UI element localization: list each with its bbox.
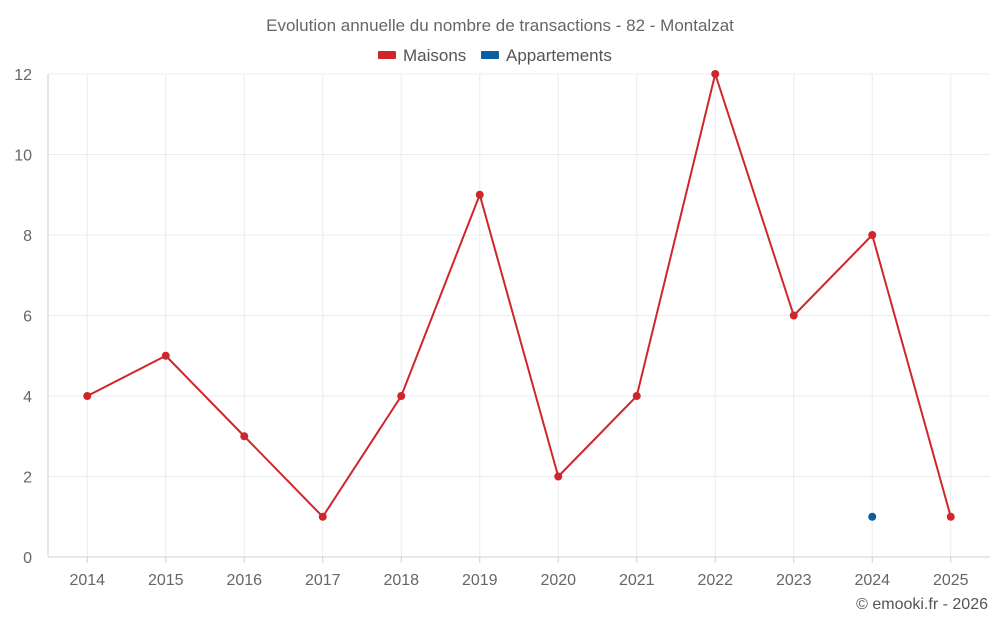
x-tick-label: 2023 (776, 572, 812, 589)
data-point-maisons-2020[interactable] (554, 472, 563, 481)
legend: Maisons Appartements (378, 46, 612, 65)
x-tick-label: 2021 (619, 572, 655, 589)
series (83, 70, 955, 521)
legend-item-maisons[interactable]: Maisons (378, 46, 466, 65)
legend-item-appartements[interactable]: Appartements (481, 46, 612, 65)
x-tick-label: 2020 (540, 572, 576, 589)
data-point-maisons-2021[interactable] (632, 392, 641, 400)
y-tick-label: 2 (23, 470, 32, 487)
legend-label-appartements: Appartements (506, 46, 612, 65)
series-appartements (868, 512, 877, 521)
y-tick-label: 0 (23, 550, 32, 567)
x-tick-label: 2016 (226, 572, 262, 589)
y-tick-label: 4 (23, 389, 32, 406)
x-tick-label: 2024 (854, 572, 890, 589)
x-tick-label: 2018 (383, 572, 419, 589)
data-point-maisons-2024[interactable] (868, 231, 877, 239)
data-point-maisons-2025[interactable] (946, 512, 955, 521)
series-maisons (83, 70, 955, 521)
data-point-maisons-2023[interactable] (789, 311, 798, 320)
data-point-maisons-2015[interactable] (161, 351, 170, 360)
x-tick-label: 2017 (305, 572, 341, 589)
y-tick-label: 10 (14, 148, 32, 165)
data-point-maisons-2018[interactable] (397, 392, 406, 400)
axes: 0 2 4 6 8 10 12 2014 2015 2016 2017 2018 2019 2020 202… (14, 67, 990, 589)
x-tick-label: 2019 (462, 572, 498, 589)
chart-title: Evolution annuelle du nombre de transact… (266, 16, 734, 35)
series-line-maisons (86, 73, 952, 518)
y-tick-label: 8 (23, 228, 32, 245)
legend-swatch-appartements (481, 51, 499, 59)
data-point-maisons-2022[interactable] (711, 70, 720, 78)
legend-label-maisons: Maisons (403, 46, 466, 65)
data-point-appartements-2024[interactable] (868, 512, 877, 521)
data-point-maisons-2019[interactable] (475, 190, 484, 199)
y-tick-label: 6 (23, 309, 32, 326)
x-tick-label: 2015 (148, 572, 184, 589)
data-point-maisons-2016[interactable] (240, 432, 249, 441)
x-tick-label: 2022 (697, 572, 733, 589)
data-point-maisons-2014[interactable] (83, 392, 92, 400)
data-point-maisons-2017[interactable] (318, 512, 327, 521)
credit-text: © emooki.fr - 2026 (856, 596, 988, 613)
x-tick-label: 2014 (69, 572, 105, 589)
y-tick-label: 12 (14, 67, 32, 84)
grid (48, 73, 990, 557)
x-tick-label: 2025 (933, 572, 969, 589)
legend-swatch-maisons (378, 51, 396, 59)
